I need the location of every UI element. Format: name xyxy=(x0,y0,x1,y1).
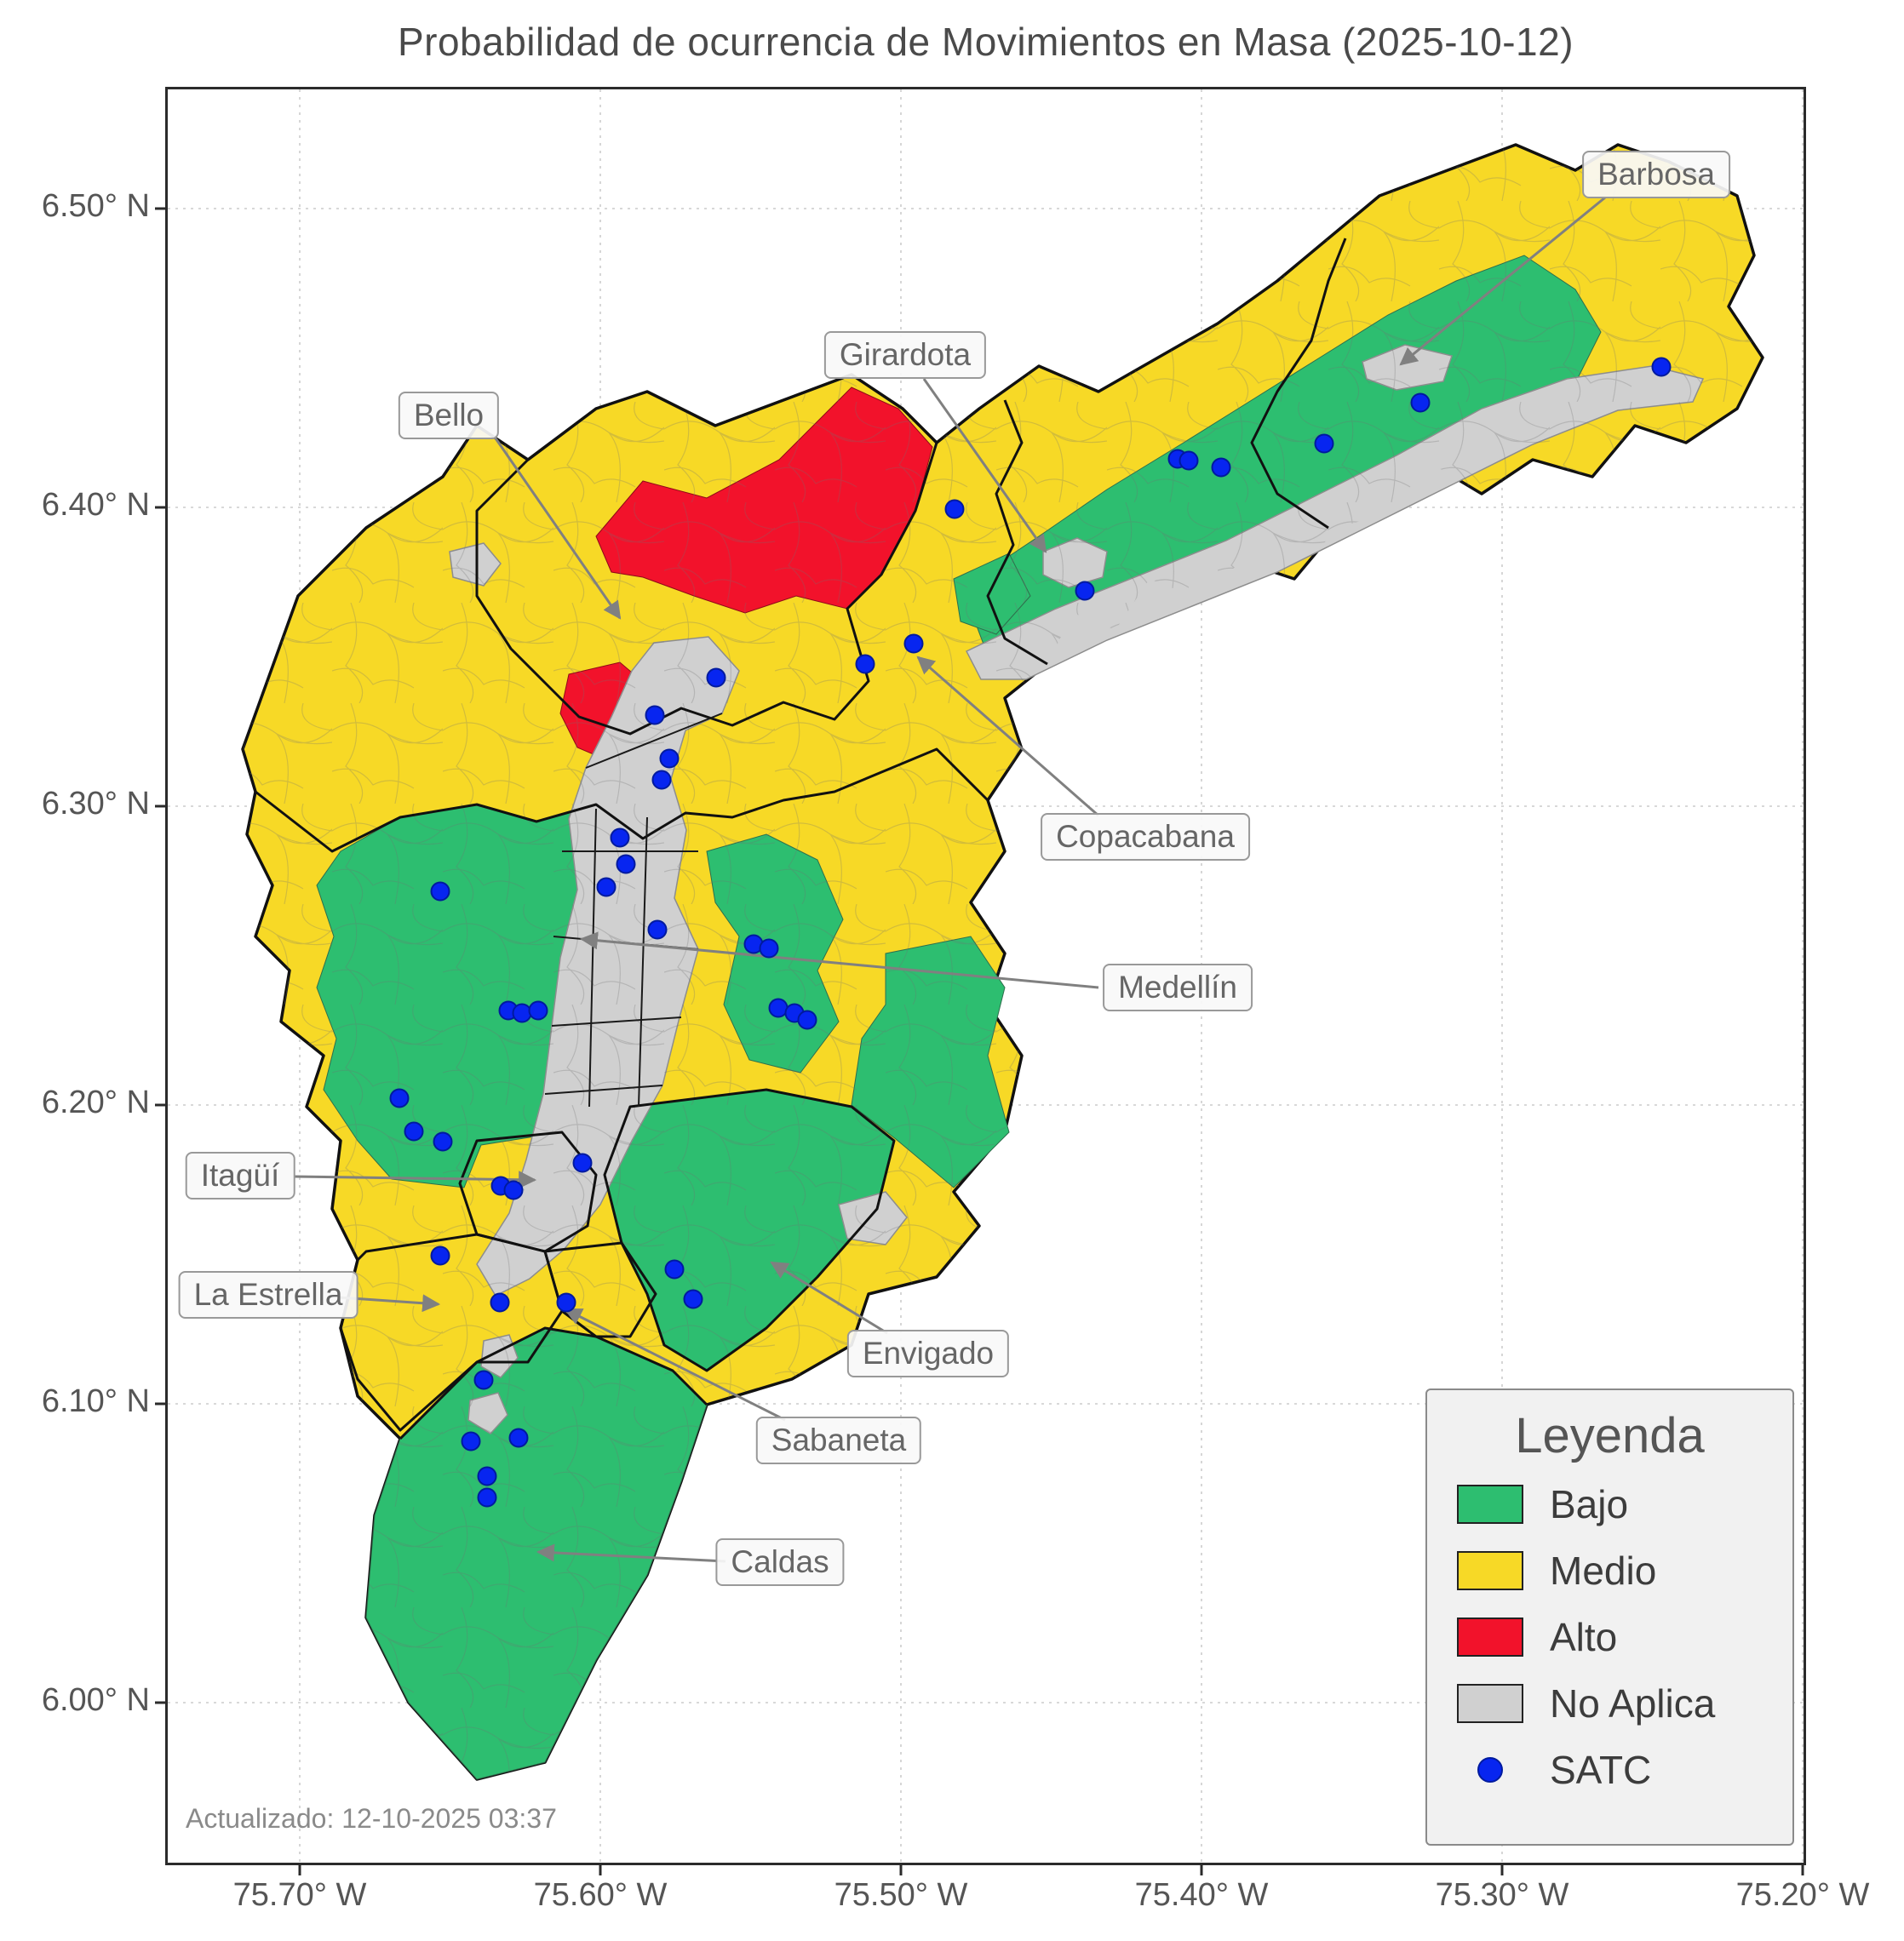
legend-swatch-bajo xyxy=(1457,1485,1523,1524)
satc-dots xyxy=(389,357,1672,1508)
annotation-caldas: Caldas xyxy=(715,1538,845,1586)
arrow-barbosa xyxy=(1399,196,1606,366)
annotation-barbosa: Barbosa xyxy=(1582,151,1730,198)
x-tick-label-2: 75.50° W xyxy=(834,1877,968,1913)
legend: Leyenda Bajo Medio Alto No Aplica SATC xyxy=(1425,1388,1794,1846)
annotation-envigado: Envigado xyxy=(846,1330,1010,1377)
legend-swatch-medio xyxy=(1457,1551,1523,1590)
updated-timestamp: Actualizado: 12-10-2025 03:37 xyxy=(186,1803,557,1834)
y-tick-label-5: 6.00° N xyxy=(41,1682,150,1718)
x-tick-label-4: 75.30° W xyxy=(1435,1877,1569,1913)
y-tick-label-2: 6.30° N xyxy=(41,786,150,822)
annotation-itagui: Itagüí xyxy=(185,1152,295,1200)
annotation-la-estrella: La Estrella xyxy=(178,1271,358,1319)
border-envigado xyxy=(603,1088,896,1372)
y-tick-label-1: 6.40° N xyxy=(41,487,150,523)
legend-swatch-no-aplica xyxy=(1457,1684,1523,1723)
x-tick-label-1: 75.60° W xyxy=(533,1877,668,1913)
border-bello xyxy=(475,373,938,736)
annotation-girardota: Girardota xyxy=(823,331,987,379)
legend-item-medio: Medio xyxy=(1456,1548,1763,1594)
y-tick-label-4: 6.10° N xyxy=(41,1383,150,1419)
border-medellin-north xyxy=(255,747,989,853)
legend-label-satc: SATC xyxy=(1550,1748,1652,1792)
annotation-arrows xyxy=(293,196,1606,1563)
figure-title: Probabilidad de ocurrencia de Movimiento… xyxy=(397,20,1574,64)
arrow-copacabana xyxy=(916,656,1099,817)
legend-swatch-alto xyxy=(1457,1618,1523,1657)
x-tick-label-0: 75.70° W xyxy=(232,1877,367,1913)
y-tick-label-3: 6.20° N xyxy=(41,1085,150,1120)
arrow-bello xyxy=(492,435,622,620)
border-itagui xyxy=(458,1131,598,1253)
arrow-girardota xyxy=(922,378,1047,553)
annotation-medellin: Medellín xyxy=(1103,964,1253,1011)
border-girardota-barbosa xyxy=(1250,238,1347,530)
urban-comuna-lines xyxy=(544,713,723,1108)
arrow-caldas xyxy=(536,1543,726,1563)
municipality-borders xyxy=(255,238,1347,1440)
border-copacabana-east xyxy=(986,399,1048,666)
annotation-sabaneta: Sabaneta xyxy=(755,1417,922,1464)
legend-title: Leyenda xyxy=(1515,1408,1705,1463)
legend-item-no-aplica: No Aplica xyxy=(1456,1680,1763,1726)
annotation-copacabana: Copacabana xyxy=(1041,813,1250,861)
x-tick-label-3: 75.40° W xyxy=(1134,1877,1269,1913)
border-caldas-north xyxy=(399,1326,708,1440)
arrow-envigado xyxy=(770,1261,888,1335)
arrow-sabaneta xyxy=(564,1308,786,1422)
axis-tick-marks xyxy=(155,207,1804,1875)
x-tick-label-5: 75.20° W xyxy=(1735,1877,1870,1913)
legend-label-no-aplica: No Aplica xyxy=(1550,1681,1716,1726)
legend-item-alto: Alto xyxy=(1456,1614,1763,1660)
y-tick-label-0: 6.50° N xyxy=(41,188,150,224)
arrow-medellin xyxy=(579,931,1099,989)
legend-label-bajo: Bajo xyxy=(1550,1482,1629,1526)
legend-item-satc: SATC xyxy=(1456,1747,1763,1793)
legend-label-alto: Alto xyxy=(1550,1615,1618,1659)
legend-label-medio: Medio xyxy=(1550,1549,1657,1593)
annotation-bello: Bello xyxy=(398,392,500,439)
legend-item-bajo: Bajo xyxy=(1456,1481,1763,1527)
legend-dot-satc xyxy=(1477,1757,1503,1783)
